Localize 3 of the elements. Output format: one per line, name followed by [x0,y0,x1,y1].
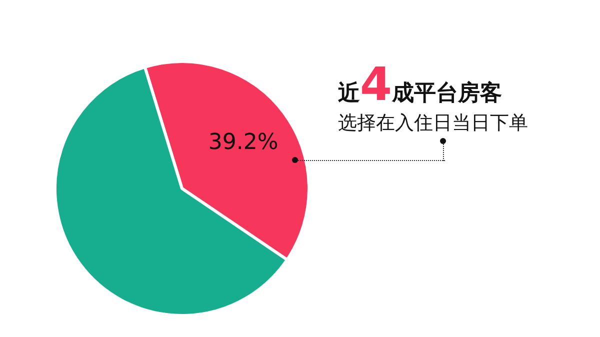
text: 选择在入住日当日下单 [338,111,528,136]
text: 近4成平台房客 [338,57,502,111]
data-label: 39.2% [208,130,278,155]
